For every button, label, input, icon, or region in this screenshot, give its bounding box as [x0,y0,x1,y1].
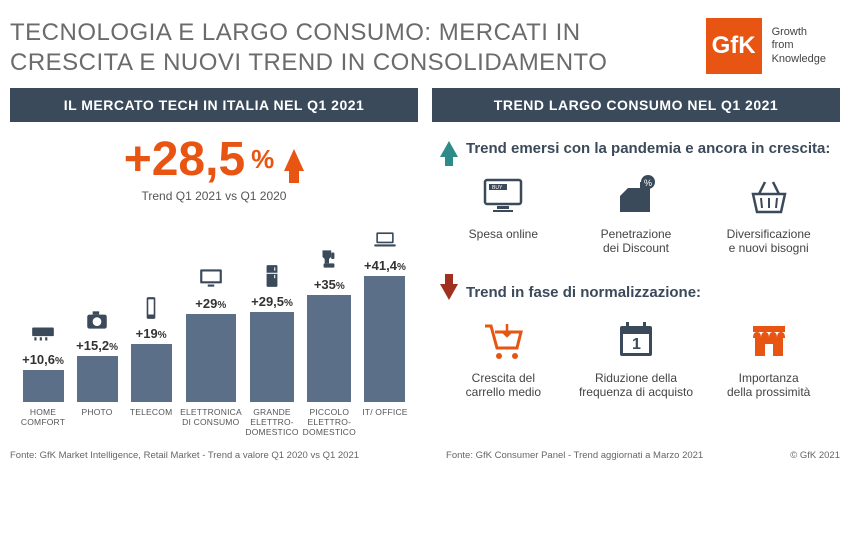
right-panel: TREND LARGO CONSUMO NEL Q1 2021 Trend em… [432,88,840,444]
bar-rect [131,344,172,402]
buy-icon: BUY [440,169,567,223]
tv-icon [198,264,224,292]
bar-rect [186,314,236,402]
logo: GfK Growth from Knowledge [706,18,826,74]
trend-item-label: Riduzione dellafrequenza di acquisto [573,371,700,400]
basket-icon [705,169,832,223]
bar-rect [250,312,294,402]
bar-value: +10,6% [22,352,64,367]
camera-icon [84,306,110,334]
laptop-icon [372,226,398,254]
source-left: Fonte: GfK Market Intelligence, Retail M… [10,450,359,461]
svg-text:BUY: BUY [492,185,503,191]
bar-value: +15,2% [76,338,118,353]
bar-6: +41,4% IT/ OFFICE [360,213,410,438]
bar-value: +35% [314,277,345,292]
bar-label: ELETTRONICA DI CONSUMO [180,408,241,438]
bar-label: TELECOM [130,408,173,438]
trend-item: Importanzadella prossimità [705,313,832,400]
logo-mark: GfK [706,18,762,74]
bar-label: HOME COMFORT [18,408,68,438]
cart-icon [440,313,567,367]
main-title: TECNOLOGIA E LARGO CONSUMO: MERCATI IN C… [10,18,607,78]
bar-1: +15,2% PHOTO [72,213,122,438]
source-right: Fonte: GfK Consumer Panel - Trend aggior… [446,450,703,461]
bar-4: +29,5% GRANDE ELETTRO-DOMESTICO [245,213,298,438]
shop-icon [705,313,832,367]
bar-3: +29% ELETTRONICA DI CONSUMO [180,213,241,438]
trend-item: 1 Riduzione dellafrequenza di acquisto [573,313,700,400]
bar-value: +29,5% [251,294,293,309]
phone-icon [138,294,164,322]
fridge-icon [259,262,285,290]
copyright: © GfK 2021 [790,450,840,461]
trend-item: Crescita delcarrello medio [440,313,567,400]
bar-value: +29% [195,296,226,311]
bar-value: +41,4% [364,258,406,273]
bar-rect [23,370,64,402]
trend-item-label: Crescita delcarrello medio [440,371,567,400]
arrow-down-icon [440,284,458,300]
trend-item-label: Penetrazionedei Discount [573,227,700,256]
bar-label: PHOTO [82,408,113,438]
trend-item: BUY Spesa online [440,169,567,256]
logo-tagline: Growth from Knowledge [772,26,826,66]
trend-block-growth: Trend emersi con la pandemia e ancora in… [440,140,832,256]
discount-icon: % [573,169,700,223]
trend-item-label: Importanzadella prossimità [705,371,832,400]
ac-icon [30,320,56,348]
bar-label: IT/ OFFICE [362,408,407,438]
calendar-icon: 1 [573,313,700,367]
bar-2: +19% TELECOM [126,213,176,438]
bar-rect [307,295,351,402]
bar-chart: +10,6% HOME COMFORT +15,2% PHOTO +19% TELECOM… [18,213,410,438]
right-panel-header: TREND LARGO CONSUMO NEL Q1 2021 [432,88,840,122]
bar-5: +35% PICCOLO ELETTRO-DOMESTICO [303,213,356,438]
bar-rect [77,356,118,402]
trend-item: % Penetrazionedei Discount [573,169,700,256]
bar-value: +19% [136,326,167,341]
trend-normalize-title: Trend in fase di normalizzazione: [466,284,701,301]
left-panel-header: IL MERCATO TECH IN ITALIA NEL Q1 2021 [10,88,418,122]
trend-item: Diversificazionee nuovi bisogni [705,169,832,256]
bar-label: PICCOLO ELETTRO-DOMESTICO [303,408,356,438]
up-arrow-icon [284,149,304,171]
trend-growth-title: Trend emersi con la pandemia e ancora in… [466,140,830,157]
bar-0: +10,6% HOME COMFORT [18,213,68,438]
left-panel: IL MERCATO TECH IN ITALIA NEL Q1 2021 +2… [10,88,418,444]
trend-block-normalize: Trend in fase di normalizzazione: Cresci… [440,284,832,400]
svg-text:%: % [644,178,652,188]
headline-subtitle: Trend Q1 2021 vs Q1 2020 [18,189,410,203]
bar-label: GRANDE ELETTRO-DOMESTICO [245,408,298,438]
headline-value: +28,5% [124,132,305,187]
arrow-up-icon [440,141,458,157]
svg-text:1: 1 [632,336,641,353]
trend-item-label: Diversificazionee nuovi bisogni [705,227,832,256]
bar-rect [364,276,405,402]
trend-item-label: Spesa online [440,227,567,241]
mixer-icon [316,245,342,273]
